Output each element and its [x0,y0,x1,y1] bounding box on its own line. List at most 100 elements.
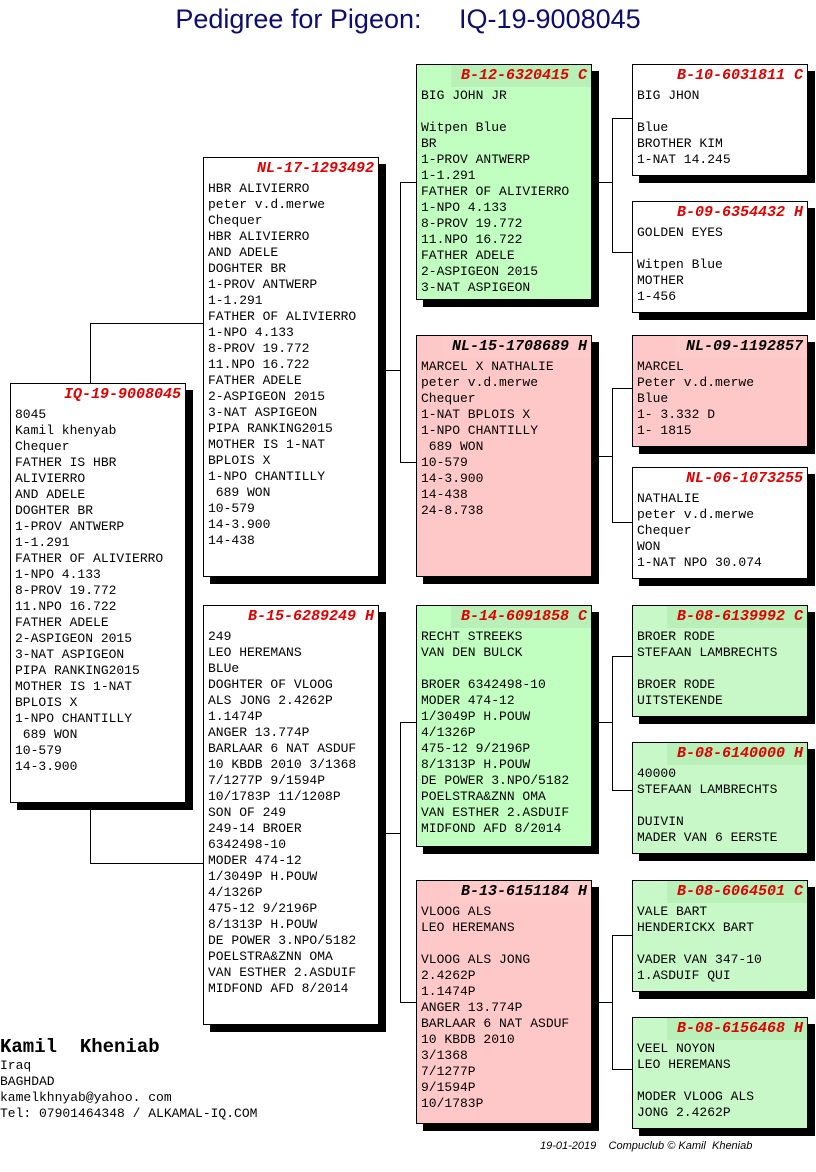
ddd-details: VEEL NOYON LEO HEREMANS MODER VLOOG ALS JON… [637,1041,807,1121]
dam-sire-dam-card[interactable]: B-08-6140000 H 40000 STEFAAN LAMBRECHTS DU… [632,742,808,854]
connector-line [400,722,401,1002]
pedigree-line: 8045 [15,407,47,422]
pedigree-line: HBR ALIVIERRO [208,229,310,244]
sire-sire-sire-card[interactable]: B-10-6031811 C BIG JHON Blue BROTHER KIM 1-… [632,64,808,176]
pedigree-line [637,936,807,952]
connector-line [597,456,612,457]
pedigree-line: 1-NPO 4.133 [208,325,294,340]
pedigree-line: 1-1.291 [15,535,70,550]
pedigree-line [637,241,807,257]
pedigree-line: MODER 474-12 [208,853,302,868]
pedigree-line: DOGHTER BR [208,261,287,276]
pedigree-line: NATHALIE [637,491,700,506]
pedigree-line: 1.1474P [421,984,476,999]
pedigree-line: BIG JHON [637,88,700,103]
sire-dam-sire-card[interactable]: NL-09-1192857 MARCEL Peter v.d.merwe Blue 1… [632,335,808,447]
dam-dam-ring-number: B-13-6151184 H [450,881,591,903]
pedigree-line: ALIVIERRO [15,471,86,486]
dds-details: VALE BART HENDERICKX BART VADER VAN 347-10… [637,904,807,984]
pedigree-line: DUIVIN [637,814,684,829]
pedigree-line: FATHER IS HBR [15,455,117,470]
pedigree-line: 2.4262P [421,968,476,983]
pedigree-line: 249 [208,629,232,644]
dam-sire-details: RECHT STREEKS VAN DEN BULCK BROER 6342498-… [421,629,591,837]
pedigree-line: MARCEL [637,359,684,374]
connector-line [612,388,632,389]
sire-dam-details: MARCEL X NATHALIE peter v.d.merwe Chequer 1… [421,359,591,519]
sire-dam-dam-card[interactable]: NL-06-1073255 NATHALIE peter v.d.merwe Che… [632,467,808,579]
owner-email[interactable]: kamelkhnyab@yahoo. com [0,1090,172,1105]
sire-sire-details: BIG JOHN JR Witpen Blue BR 1-PROV ANTWERP 1-… [421,88,591,296]
dam-card[interactable]: B-15-6289249 H 249 LEO HEREMANS BLUe DOGHTE… [203,605,379,1025]
pedigree-line: Chequer [421,391,476,406]
pedigree-line: 10-579 [208,501,255,516]
pedigree-line: 24-8.738 [421,503,484,518]
pedigree-line: Chequer [208,213,263,228]
pedigree-line: 8/1313P H.POUW [421,757,531,772]
pedigree-line: 10-579 [421,455,468,470]
pedigree-line: 10 KBDB 2010 [421,1032,515,1047]
pedigree-line: LEO HEREMANS [421,920,515,935]
pedigree-line [637,798,807,814]
pedigree-line: 1-NPO CHANTILLY [208,469,326,484]
sire-sire-card[interactable]: B-12-6320415 C BIG JOHN JR Witpen Blue BR 1… [416,64,592,300]
connector-line [385,370,400,371]
footer: 19-01-2019 Compuclub © Kamil Kheniab [540,1140,752,1152]
pedigree-line: 8-PROV 19.772 [421,216,523,231]
pedigree-line: 689 WON [421,439,484,454]
pedigree-line: VLOOG ALS [421,904,492,919]
pedigree-line: MOTHER IS 1-NAT [15,679,133,694]
pedigree-line: POELSTRA&ZNN OMA [421,789,546,804]
pedigree-line: 1-NAT NPO 30.074 [637,555,762,570]
pedigree-line: VLOOG ALS JONG [421,952,531,967]
pedigree-line: FATHER OF ALIVIERRO [15,551,164,566]
sire-card[interactable]: NL-17-1293492 HBR ALIVIERRO peter v.d.mer… [203,157,379,577]
pedigree-line: LEO HEREMANS [208,645,302,660]
pedigree-line: AND ADELE [208,245,279,260]
connector-line [400,182,416,183]
pedigree-line: UITSTEKENDE [637,693,723,708]
pedigree-line: LEO HEREMANS [637,1057,731,1072]
ssd-ring-number: B-09-6354432 H [666,202,807,224]
pedigree-line: 1.1474P [208,709,263,724]
dam-sire-ring-number: B-14-6091858 C [450,606,591,628]
pedigree-line [637,104,807,120]
sire-dam-card[interactable]: NL-15-1708689 H MARCEL X NATHALIE peter v… [416,335,592,577]
pedigree-line: 2-ASPIGEON 2015 [208,389,326,404]
pedigree-line [421,661,591,677]
pedigree-line: 14-3.900 [421,471,484,486]
pedigree-line: 1/3049P H.POUW [208,869,318,884]
dam-ring-number: B-15-6289249 H [237,606,378,628]
pedigree-line: 4/1326P [421,725,476,740]
pedigree-line: HBR ALIVIERRO [208,181,310,196]
connector-line [612,522,632,523]
pedigree-line: FATHER ADELE [15,615,109,630]
pedigree-line: BPLOIS X [15,695,78,710]
pedigree-line: ANGER 13.774P [208,725,310,740]
owner-city: BAGHDAD [0,1074,55,1089]
pedigree-line: STEFAAN LAMBRECHTS [637,782,778,797]
dam-sire-sire-card[interactable]: B-08-6139992 C BROER RODE STEFAAN LAMBREC… [632,605,808,717]
footer-credit: Compuclub © Kamil Kheniab [608,1140,753,1152]
pedigree-line: RECHT STREEKS [421,629,523,644]
pedigree-line: BROER 6342498-10 [421,677,546,692]
pedigree-line: 1-NPO 4.133 [15,567,101,582]
pedigree-line: BARLAAR 6 NAT ASDUF [421,1016,570,1031]
sire-sire-dam-card[interactable]: B-09-6354432 H GOLDEN EYES Witpen Blue MOT… [632,201,808,313]
dam-sire-card[interactable]: B-14-6091858 C RECHT STREEKS VAN DEN BULC… [416,605,592,847]
pedigree-line: FATHER OF ALIVIERRO [208,309,357,324]
dam-dam-card[interactable]: B-13-6151184 H VLOOG ALS LEO HEREMANS VLOO… [416,880,592,1124]
dam-dam-dam-card[interactable]: B-08-6156468 H VEEL NOYON LEO HEREMANS MOD… [632,1017,808,1129]
pedigree-line: 475-12 9/2196P [421,741,531,756]
connector-line [612,935,613,1069]
pedigree-line: MODER 474-12 [421,693,515,708]
pedigree-line: 14-3.900 [208,517,271,532]
dam-dam-sire-card[interactable]: B-08-6064501 C VALE BART HENDERICKX BART V… [632,880,808,992]
connector-line [400,1002,416,1003]
page-title: Pedigree for Pigeon: IQ-19-9008045 [0,4,816,35]
pedigree-line: 7/1277P 9/1594P [208,773,326,788]
pedigree-line: peter v.d.merwe [208,197,326,212]
connector-line [90,863,204,864]
pedigree-line: 10 KBDB 2010 3/1368 [208,757,357,772]
subject-card[interactable]: IQ-19-9008045 8045 Kamil khenyab Chequer FA… [10,383,186,803]
